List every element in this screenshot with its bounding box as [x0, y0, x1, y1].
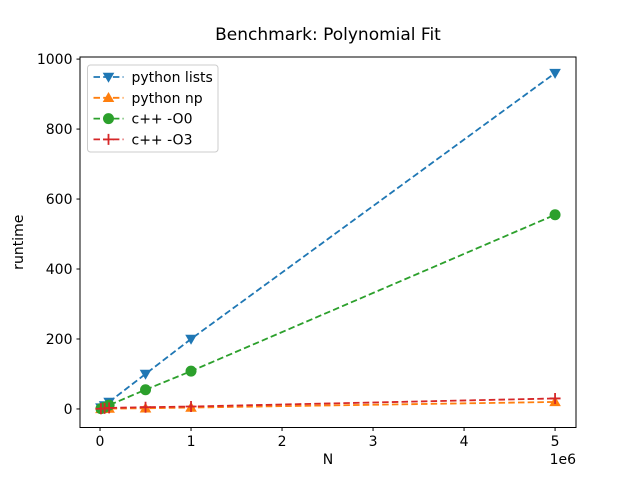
legend-item-c-o0: c++ -O0 [93, 112, 193, 128]
circle-marker [185, 365, 197, 377]
circle-marker [103, 113, 114, 125]
triangle-down-marker [102, 72, 115, 83]
x-axis-label: N [323, 452, 333, 468]
plus-marker [549, 392, 561, 404]
x-tick-label: 3 [369, 434, 378, 450]
series-c-o3 [95, 392, 561, 415]
y-tick-label: 800 [46, 122, 73, 138]
series-line [100, 397, 556, 410]
legend-item-c-o3: c++ -O3 [93, 132, 193, 148]
legend-item-python-lists: python lists [93, 70, 213, 86]
y-tick-label: 1000 [37, 52, 73, 68]
x-tick-label: 5 [551, 434, 560, 450]
x-tick-label: 4 [460, 434, 469, 450]
circle-marker [549, 209, 561, 221]
plus-marker [103, 402, 115, 414]
plot-border [79, 56, 577, 428]
triangle-down-marker [139, 369, 152, 380]
legend-item-python-np: python np [93, 91, 203, 107]
x-axis-offset-text: 1e6 [550, 452, 577, 468]
x-tick-label: 0 [96, 434, 105, 450]
series-python-np [95, 396, 561, 414]
triangle-down-marker [185, 334, 197, 345]
legend-label: c++ -O3 [132, 132, 193, 148]
chart-title: Benchmark: Polynomial Fit [215, 25, 441, 45]
y-tick-label: 400 [46, 262, 73, 278]
y-axis-label: runtime [11, 215, 27, 270]
y-tick-label: 0 [64, 402, 73, 418]
x-tick-label: 1 [187, 434, 196, 450]
y-tick-label: 600 [46, 192, 73, 208]
triangle-down-marker [549, 68, 561, 79]
plus-marker [103, 133, 114, 145]
plus-marker [140, 401, 152, 413]
legend-label: python lists [132, 70, 213, 86]
legend: python lists python np c++ -O0 c++ -O3 [87, 64, 219, 153]
series-line [100, 213, 556, 410]
y-tick-label: 200 [46, 332, 73, 348]
x-tick-label: 2 [278, 434, 287, 450]
triangle-up-marker [102, 92, 115, 102]
legend-label: c++ -O0 [132, 112, 193, 128]
legend-frame [87, 64, 219, 153]
circle-marker [140, 384, 152, 396]
plus-marker [185, 401, 197, 413]
legend-label: python np [132, 91, 203, 107]
